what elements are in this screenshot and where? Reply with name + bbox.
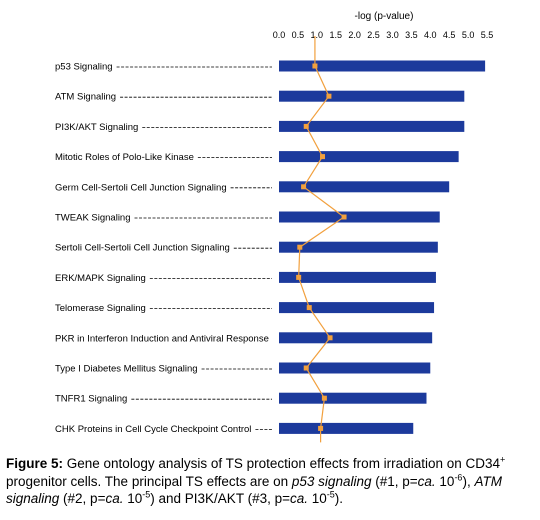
- caption-text: ) and PI3K/AKT (#3, p=: [150, 491, 290, 506]
- category-label: ERK/MAPK Signaling: [55, 273, 146, 284]
- caption-sup: -5: [142, 489, 151, 500]
- ratio-series: [296, 36, 347, 443]
- bar: [279, 271, 436, 283]
- category-label: ATM Signaling: [55, 92, 116, 103]
- ratio-point: [303, 365, 309, 371]
- caption-ca: ca.: [417, 473, 436, 489]
- x-tick-label: 5.0: [462, 30, 475, 40]
- category-label: p53 Signaling: [55, 62, 113, 73]
- x-tick-label: 4.0: [424, 30, 437, 40]
- ratio-point: [318, 425, 324, 431]
- x-tick-label: 0.5: [292, 30, 305, 40]
- category-label: PI3K/AKT Signaling: [55, 122, 138, 133]
- caption-text: 10: [435, 473, 455, 489]
- caption-text: progenitor cells. The principal TS effec…: [6, 473, 292, 489]
- ratio-point: [306, 305, 312, 311]
- category-labels: p53 Signaling ATM Signaling PI3K/AKT Signa…: [55, 62, 272, 435]
- ratio-point: [303, 123, 309, 129]
- bar: [279, 181, 450, 193]
- x-tick-label: 2.0: [348, 30, 361, 40]
- ratio-point: [319, 154, 325, 160]
- x-tick-label: 4.5: [443, 30, 456, 40]
- x-tick-label: 1.0: [311, 30, 324, 40]
- caption-ca: ca.: [105, 491, 124, 506]
- x-tick-label: 3.5: [405, 30, 418, 40]
- ratio-point: [297, 244, 303, 250]
- bar: [279, 120, 465, 132]
- bar: [279, 211, 440, 223]
- caption-text: (#1, p=: [371, 473, 418, 489]
- category-label: TWEAK Signaling: [55, 213, 131, 224]
- bar: [279, 332, 433, 344]
- caption-sup: -5: [326, 489, 335, 500]
- pathway-bar-chart: -log (p-value) 0.0 0.5 1.0 1.5 2.0 2.5 3.0 3.5 4…: [55, 11, 494, 443]
- ratio-point: [327, 335, 333, 341]
- chart-title: -log (p-value): [355, 11, 414, 22]
- caption-term: ATM signaling: [6, 473, 502, 507]
- x-tick-label: 5.5: [481, 30, 494, 40]
- category-label: PKR in Interferon Induction and Antivira…: [55, 333, 269, 344]
- bar: [279, 422, 414, 434]
- caption-text: ).: [334, 491, 344, 506]
- caption-text: 10: [123, 491, 143, 506]
- ratio-point: [326, 93, 332, 99]
- figure-caption: Figure 5: Gene ontology analysis of TS p…: [6, 455, 534, 508]
- x-tick-label: 0.0: [273, 30, 286, 40]
- ratio-point: [341, 214, 347, 220]
- bar: [279, 60, 486, 72]
- category-label: Germ Cell-Sertoli Cell Junction Signalin…: [55, 182, 227, 193]
- ratio-point: [321, 395, 327, 401]
- caption-text: ),: [462, 473, 475, 489]
- category-label: Sertoli Cell-Sertoli Cell Junction Signa…: [55, 243, 230, 254]
- category-label: Mitotic Roles of Polo-Like Kinase: [55, 152, 194, 163]
- caption-sup: -6: [454, 472, 463, 482]
- caption-ca: ca.: [289, 491, 308, 506]
- ratio-point: [301, 184, 307, 190]
- caption-text: Gene ontology analysis of TS protection …: [63, 456, 500, 471]
- category-label: TNFR1 Signaling: [55, 394, 127, 405]
- bar: [279, 362, 431, 374]
- bar: [279, 392, 427, 404]
- bar: [279, 241, 438, 253]
- caption-term: p53 signaling: [291, 473, 372, 489]
- caption-text: (#2, p=: [59, 491, 106, 506]
- category-label: CHK Proteins in Cell Cycle Checkpoint Co…: [55, 424, 251, 435]
- x-axis-ticks: 0.0 0.5 1.0 1.5 2.0 2.5 3.0 3.5 4.0 4.5 5.0 5.5: [273, 30, 494, 40]
- caption-sup: +: [500, 454, 506, 465]
- x-tick-label: 1.5: [329, 30, 342, 40]
- ratio-point: [296, 274, 302, 280]
- bar: [279, 90, 465, 102]
- x-tick-label: 2.5: [367, 30, 380, 40]
- category-label: Telomerase Signaling: [55, 303, 146, 314]
- caption-text: 10: [308, 491, 327, 506]
- ratio-point: [312, 63, 318, 69]
- category-label: Type I Diabetes Mellitus Signaling: [55, 364, 198, 375]
- x-tick-label: 3.0: [386, 30, 399, 40]
- caption-label: Figure 5:: [6, 456, 64, 471]
- bar-series: [279, 60, 486, 434]
- bar: [279, 151, 459, 163]
- bar: [279, 302, 435, 314]
